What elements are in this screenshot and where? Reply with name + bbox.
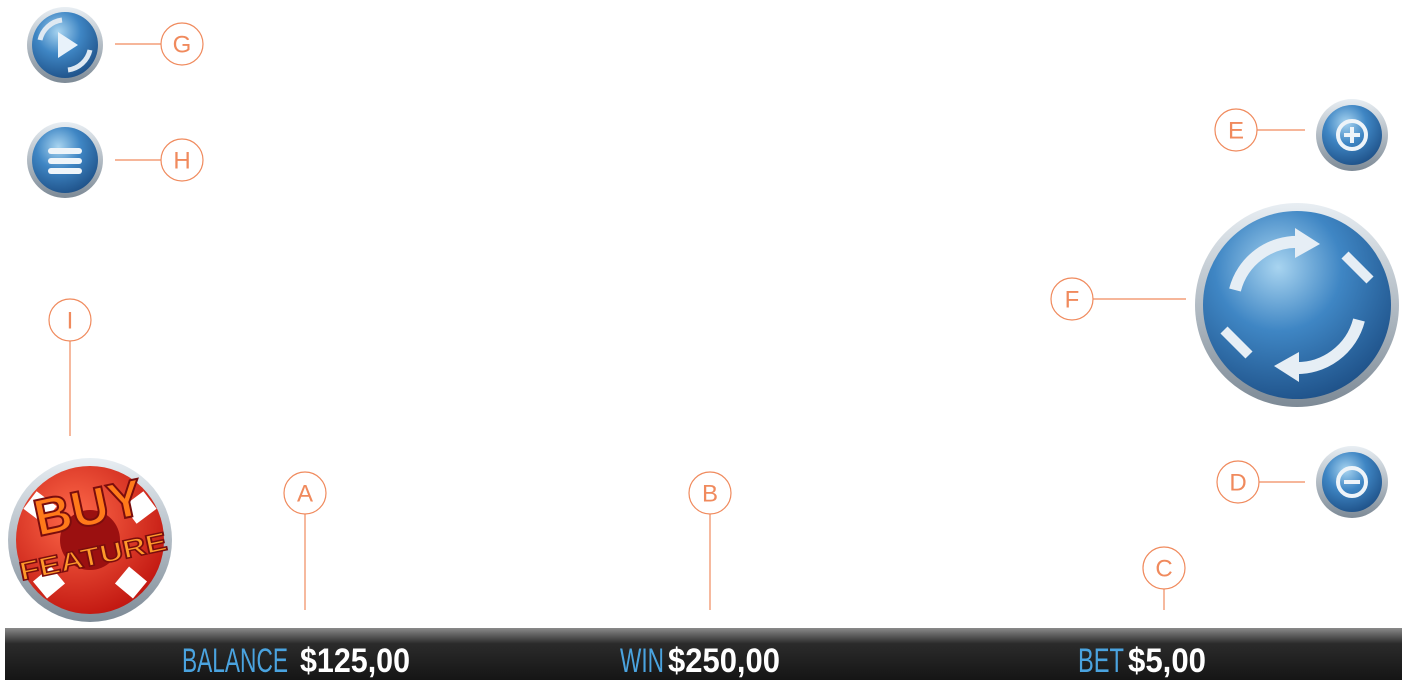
bet-label: BET (1078, 642, 1124, 680)
game-ui: BALANCE $125,00 WIN $250,00 BET $5,00 BU… (0, 0, 1402, 680)
callout-label: E (1228, 118, 1244, 145)
callout-h: H (115, 139, 203, 181)
bet-increase-button[interactable] (1316, 99, 1388, 171)
callout-label: C (1155, 556, 1172, 583)
callout-label: I (67, 308, 74, 335)
callout-label: F (1065, 287, 1080, 314)
callout-b: B (689, 472, 731, 610)
bet-decrease-button[interactable] (1316, 446, 1388, 518)
callout-a: A (284, 472, 326, 610)
callout-d: D (1217, 461, 1305, 503)
callout-f: F (1051, 278, 1186, 320)
callout-e: E (1215, 109, 1305, 151)
callout-label: B (702, 481, 718, 508)
menu-button[interactable] (27, 122, 103, 198)
balance-value: $125,00 (300, 642, 410, 680)
bet-value: $5,00 (1128, 642, 1206, 680)
callout-label: A (297, 481, 313, 508)
callout-label: H (173, 148, 190, 175)
buy-feature-button[interactable]: BUY FEATURE (8, 458, 172, 622)
win-label: WIN (620, 642, 664, 680)
autoplay-button[interactable] (27, 7, 103, 83)
callout-label: G (173, 32, 192, 59)
spin-button[interactable] (1195, 203, 1399, 407)
callout-c: C (1143, 547, 1185, 610)
callout-g: G (115, 23, 203, 65)
balance-label: BALANCE (182, 642, 288, 680)
win-value: $250,00 (668, 642, 780, 680)
callout-label: D (1229, 470, 1246, 497)
callout-i: I (49, 299, 91, 436)
